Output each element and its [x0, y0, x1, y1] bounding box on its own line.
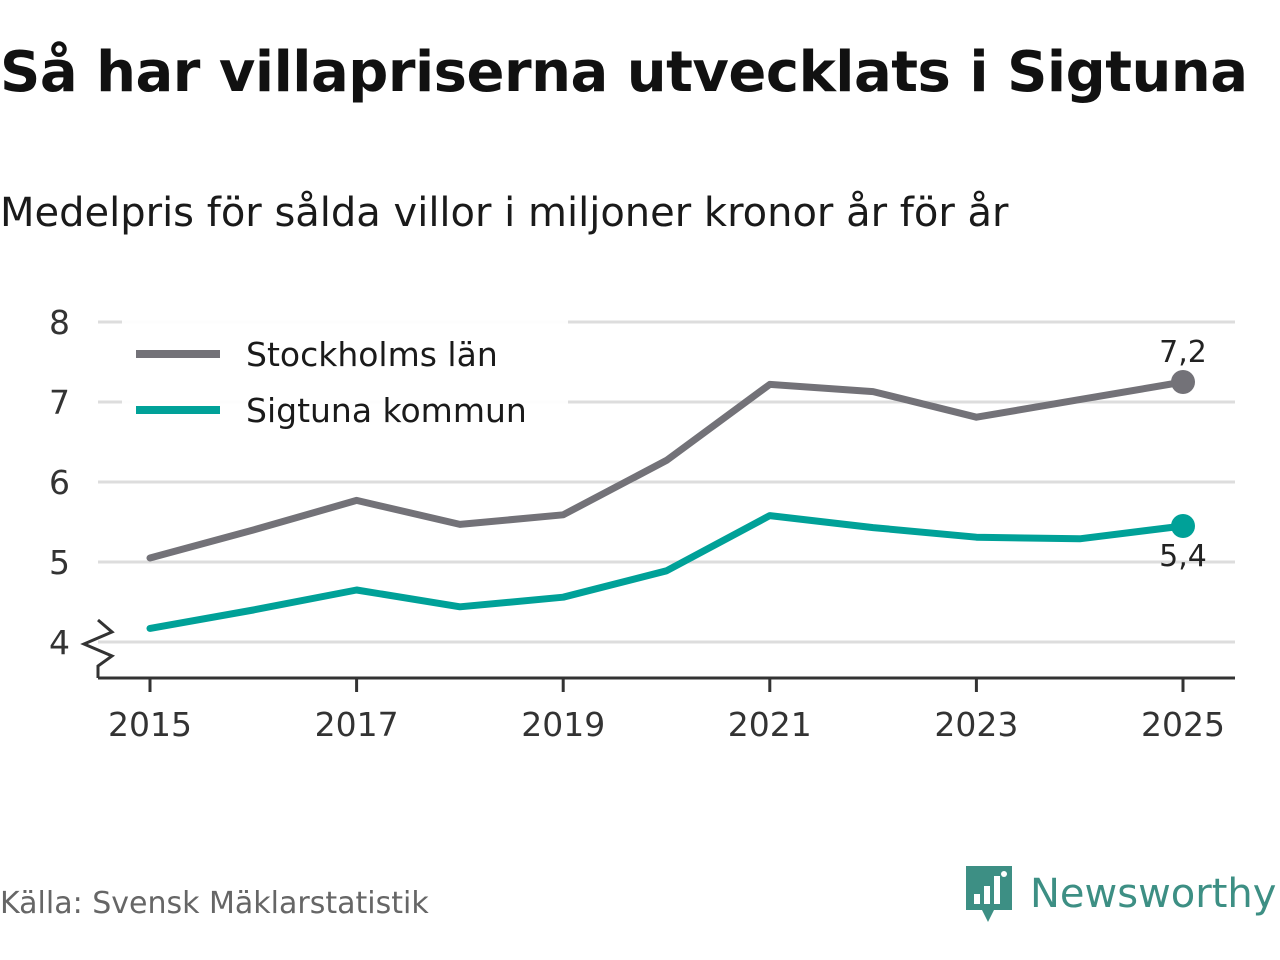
- brand-name: Newsworthy: [1030, 871, 1277, 917]
- x-tick-label-2019: 2019: [521, 705, 605, 744]
- x-tick-label-2017: 2017: [315, 705, 399, 744]
- newsworthy-logo-icon: [966, 866, 1012, 922]
- series-line-sigtuna-kommun: [146, 512, 1187, 632]
- brand-logo: Newsworthy: [964, 864, 1276, 924]
- legend-label-sigtuna-kommun: Sigtuna kommun: [246, 391, 527, 430]
- source-note: Källa: Svensk Mäklarstatistik: [0, 886, 429, 921]
- line-chart: 4 5 6 7 8 2015 2017 2019 2021 2023 2025 Stockholms…: [49, 303, 1235, 744]
- legend-label-stockholms-lan: Stockholms län: [246, 335, 498, 374]
- chart-title: Så har villapriserna utvecklats i Sigtun…: [0, 40, 1248, 105]
- x-tick-label-2021: 2021: [728, 705, 812, 744]
- data-point-stockholms-lan-2025: [1171, 370, 1195, 394]
- y-tick-label-6: 6: [49, 463, 70, 502]
- data-series: [146, 370, 1195, 632]
- legend-background: [122, 320, 568, 450]
- axes: 4 5 6 7 8 2015 2017 2019 2021 2023 2025: [49, 303, 1235, 744]
- axis-break-marker: [80, 618, 116, 678]
- legend: Stockholms län Sigtuna kommun: [122, 320, 568, 450]
- y-tick-label-5: 5: [49, 543, 70, 582]
- y-tick-label-4: 4: [49, 623, 70, 662]
- data-point-sigtuna-kommun-2025: [1171, 514, 1195, 538]
- end-label-stockholms-lan: 7,2: [1159, 335, 1207, 370]
- x-tick-label-2015: 2015: [108, 705, 192, 744]
- x-tick-label-2023: 2023: [934, 705, 1018, 744]
- chart-subtitle: Medelpris för sålda villor i miljoner kr…: [0, 190, 1009, 236]
- x-tick-label-2025: 2025: [1141, 705, 1225, 744]
- end-labels: 7,2 5,4: [1159, 335, 1207, 574]
- end-label-sigtuna-kommun: 5,4: [1159, 539, 1207, 574]
- y-tick-label-7: 7: [49, 383, 70, 422]
- y-tick-label-8: 8: [49, 303, 70, 342]
